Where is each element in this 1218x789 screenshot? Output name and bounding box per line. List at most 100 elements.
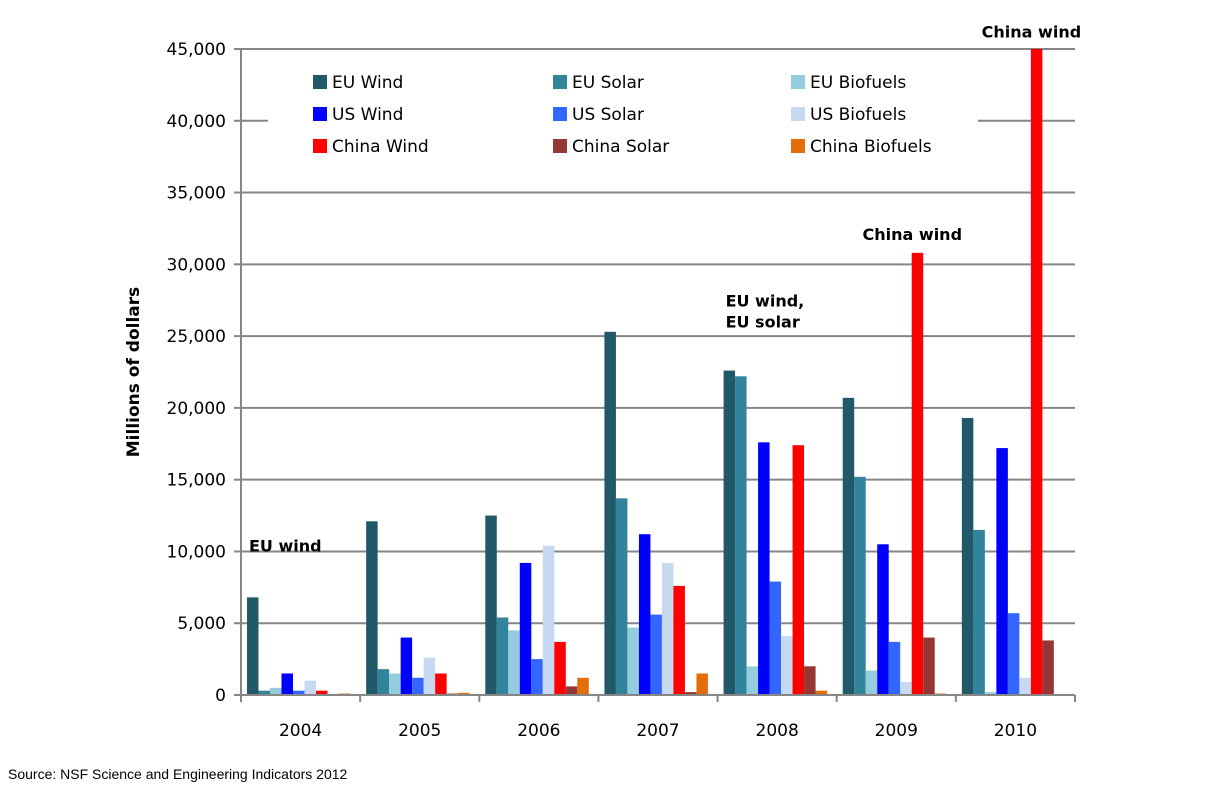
bar [804, 666, 816, 695]
bar [423, 657, 436, 695]
legend-swatch [313, 107, 327, 121]
y-axis-label: Millions of dollars [124, 287, 144, 458]
legend-item: US Biofuels [791, 105, 906, 125]
bar [815, 690, 828, 695]
annotation-text: China wind [863, 225, 962, 244]
bar [973, 529, 985, 695]
legend-swatch [553, 139, 567, 153]
legend-item: EU Biofuels [791, 73, 906, 93]
legend-item: China Biofuels [791, 137, 932, 157]
bar [627, 627, 639, 695]
bar [696, 673, 708, 695]
annotations: EU wind EU wind, EU solar China wind China w… [249, 23, 1081, 556]
bar [400, 637, 413, 695]
bar [735, 376, 747, 695]
bar [485, 515, 497, 695]
bars [247, 49, 1054, 696]
bar [519, 562, 532, 695]
bar [911, 252, 924, 696]
bar [888, 641, 901, 695]
legend-item: EU Wind [313, 73, 403, 93]
x-category-label: 2006 [517, 721, 560, 741]
annotation: China wind [863, 225, 962, 244]
x-category-label: 2010 [994, 721, 1037, 741]
y-tick-label: 35,000 [167, 184, 226, 204]
bar [650, 614, 662, 695]
legend-label: US Biofuels [810, 105, 906, 125]
bar [842, 397, 855, 695]
bar [293, 690, 305, 695]
legend-item: China Wind [313, 137, 429, 157]
annotation-text: EU solar [726, 312, 800, 331]
y-tick-label: 30,000 [167, 255, 226, 275]
bar [769, 581, 782, 695]
y-tick-label: 10,000 [167, 542, 226, 562]
annotation-text: EU wind, [726, 291, 805, 310]
y-tick-label: 40,000 [167, 112, 226, 132]
bar [542, 545, 555, 695]
legend-item: China Solar [553, 137, 669, 157]
bar [923, 637, 935, 695]
legend-swatch [791, 139, 805, 153]
legend-swatch [553, 107, 567, 121]
legend-label: China Wind [332, 137, 429, 157]
legend-background [268, 60, 978, 166]
x-category-labels: 2004 2005 2006 2007 2008 2009 2010 [279, 721, 1037, 741]
bar [984, 692, 997, 695]
bar [435, 673, 447, 695]
annotation-text: EU wind [249, 536, 322, 555]
bar [1042, 640, 1054, 695]
bar [1030, 49, 1043, 695]
bar [604, 331, 616, 695]
bar [316, 690, 328, 695]
bar [661, 562, 674, 695]
x-category-label: 2005 [398, 721, 441, 741]
bar [961, 417, 974, 695]
legend-swatch [313, 139, 327, 153]
bar [1007, 613, 1020, 695]
annotation-text: China wind [982, 23, 1081, 42]
legend-swatch [791, 107, 805, 121]
annotation: EU wind [249, 536, 322, 555]
x-category-label: 2008 [756, 721, 799, 741]
bar [865, 670, 878, 695]
bar [412, 677, 424, 695]
y-tick-label: 25,000 [167, 327, 226, 347]
bar [854, 476, 866, 695]
bar [615, 498, 628, 695]
annotation: China wind [982, 23, 1081, 42]
bar [508, 630, 520, 695]
bar [304, 680, 316, 695]
bar [366, 521, 378, 695]
bar [746, 666, 759, 695]
bar [638, 534, 651, 695]
legend: EU Wind EU Solar EU Biofuels US Wind US Sola… [313, 73, 932, 157]
bar [673, 585, 685, 695]
legend-label: US Wind [332, 105, 403, 125]
legend-swatch [553, 75, 567, 89]
bar [377, 669, 390, 695]
bar [1019, 677, 1031, 695]
legend-item: US Wind [313, 105, 403, 125]
x-category-label: 2009 [875, 721, 918, 741]
bar [723, 370, 736, 695]
bar [496, 617, 509, 695]
bar [792, 445, 805, 695]
legend-label: EU Solar [572, 73, 644, 93]
bar [758, 442, 770, 695]
bar [247, 597, 259, 695]
annotation: EU wind, EU solar [726, 291, 805, 331]
bar [684, 692, 697, 695]
bar [900, 682, 912, 695]
bar [565, 686, 578, 695]
legend-label: EU Biofuels [810, 73, 906, 93]
bar [389, 673, 401, 695]
bar [996, 448, 1008, 695]
y-tick-label: 45,000 [167, 40, 226, 60]
bar [781, 636, 793, 695]
bar [554, 641, 566, 695]
bar [281, 673, 293, 695]
legend-item: US Solar [553, 105, 644, 125]
y-tick-labels: 0 5,000 10,000 15,000 20,000 25,000 30,000 35,0… [167, 40, 226, 706]
